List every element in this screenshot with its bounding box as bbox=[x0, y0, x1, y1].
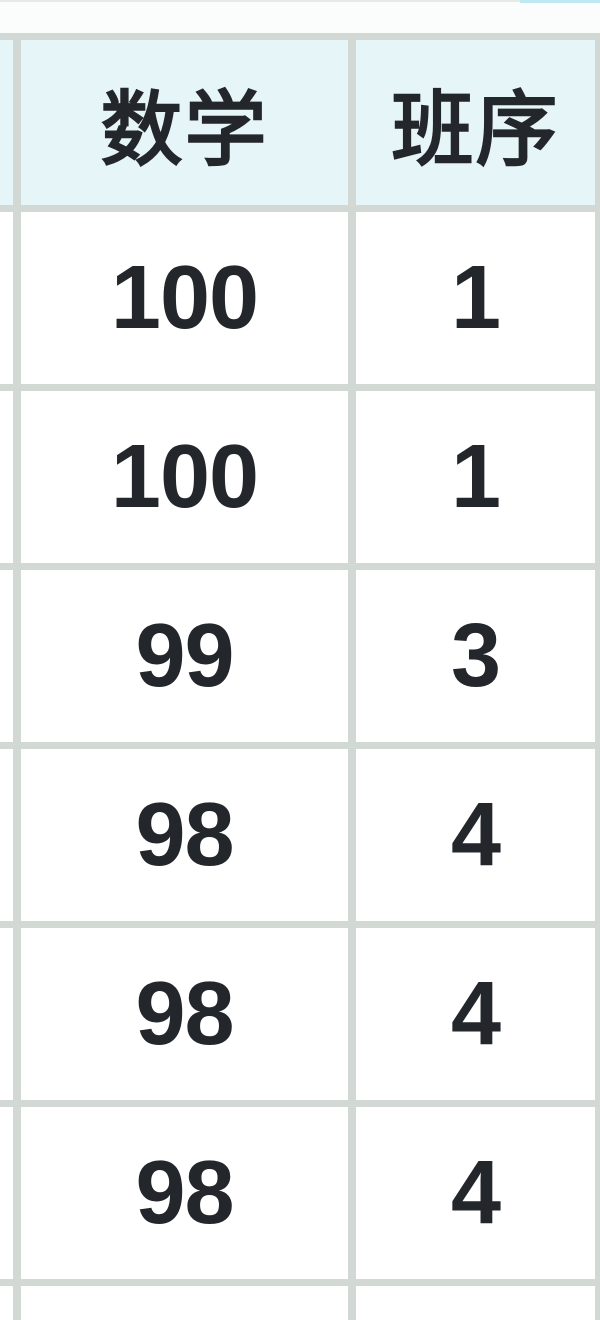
cell-math[interactable]: 98 bbox=[21, 749, 348, 921]
cell-class-rank[interactable]: 1 bbox=[356, 391, 595, 563]
cell-clipped-column[interactable] bbox=[0, 570, 13, 742]
cell-math[interactable]: 98 bbox=[21, 928, 348, 1100]
cell-class-rank[interactable]: 3 bbox=[356, 570, 595, 742]
header-cell-clipped[interactable] bbox=[0, 40, 13, 205]
cell-math[interactable]: 98 bbox=[21, 1107, 348, 1279]
cell-math[interactable]: 100 bbox=[21, 212, 348, 384]
cell-math[interactable] bbox=[21, 1286, 348, 1320]
cell-class-rank[interactable]: 4 bbox=[356, 749, 595, 921]
cell-math[interactable]: 100 bbox=[21, 391, 348, 563]
top-edge-scroll-indicator bbox=[520, 0, 600, 3]
header-cell-math[interactable]: 数学 bbox=[21, 40, 348, 205]
top-edge-hairline bbox=[0, 0, 520, 2]
header-cell-class-rank[interactable]: 班序 bbox=[356, 40, 595, 205]
grades-table: 数学 班序 100 1 100 1 99 3 98 4 98 4 98 4 bbox=[0, 33, 600, 1320]
cell-math[interactable]: 99 bbox=[21, 570, 348, 742]
cell-class-rank[interactable] bbox=[356, 1286, 595, 1320]
cell-clipped-column[interactable] bbox=[0, 1107, 13, 1279]
cell-clipped-column[interactable] bbox=[0, 928, 13, 1100]
cell-clipped-column[interactable] bbox=[0, 1286, 13, 1320]
cell-clipped-column[interactable] bbox=[0, 391, 13, 563]
cell-class-rank[interactable]: 4 bbox=[356, 928, 595, 1100]
cell-class-rank[interactable]: 4 bbox=[356, 1107, 595, 1279]
cell-clipped-column[interactable] bbox=[0, 749, 13, 921]
cell-clipped-column[interactable] bbox=[0, 212, 13, 384]
cell-class-rank[interactable]: 1 bbox=[356, 212, 595, 384]
